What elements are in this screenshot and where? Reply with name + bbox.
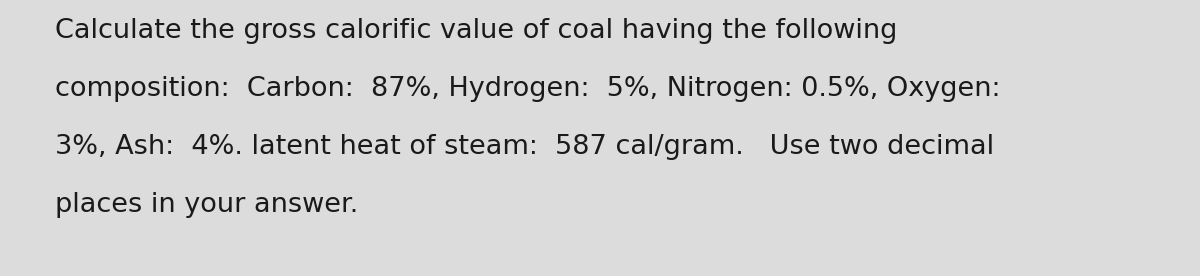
Text: composition:  Carbon:  87%, Hydrogen:  5%, Nitrogen: 0.5%, Oxygen:: composition: Carbon: 87%, Hydrogen: 5%, … [55, 76, 1001, 102]
Text: places in your answer.: places in your answer. [55, 192, 359, 218]
Text: Calculate the gross calorific value of coal having the following: Calculate the gross calorific value of c… [55, 18, 898, 44]
Text: 3%, Ash:  4%. latent heat of steam:  587 cal/gram.   Use two decimal: 3%, Ash: 4%. latent heat of steam: 587 c… [55, 134, 994, 160]
